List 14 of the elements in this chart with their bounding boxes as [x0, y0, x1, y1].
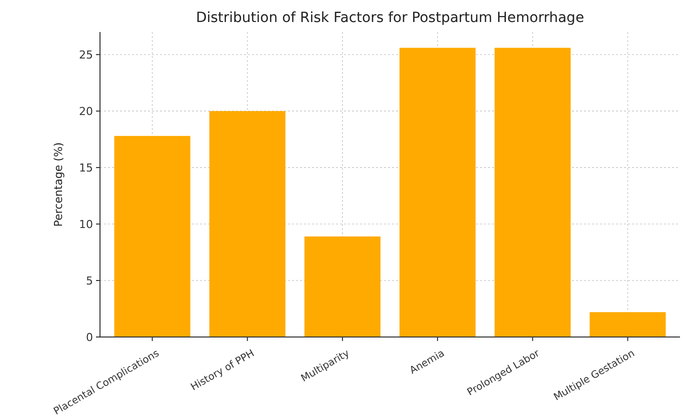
y-axis-title: Percentage (%) [52, 142, 65, 227]
y-tick-label: 25 [79, 48, 93, 62]
bar [590, 312, 666, 337]
y-tick-label: 15 [79, 161, 93, 174]
bar [400, 48, 476, 337]
y-tick-label: 0 [86, 330, 93, 344]
chart-title: Distribution of Risk Factors for Postpartum Hemorrhage [196, 10, 584, 26]
y-tick-label: 10 [79, 218, 93, 231]
bar [114, 136, 190, 337]
y-tick-label: 5 [86, 274, 93, 288]
bar [494, 48, 571, 337]
y-tick-label: 20 [79, 104, 93, 118]
bar [304, 236, 380, 337]
bar [209, 111, 286, 337]
